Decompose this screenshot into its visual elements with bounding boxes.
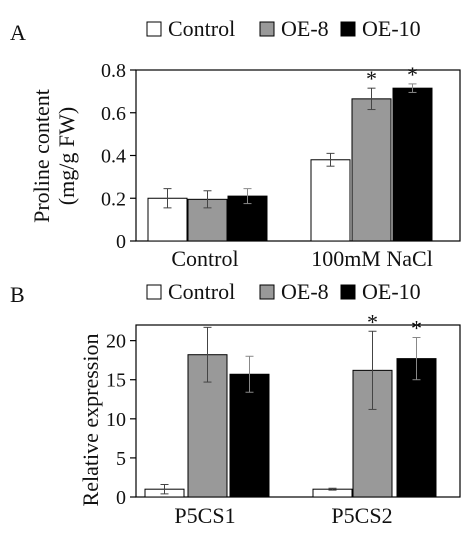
bar [310,159,351,242]
y-tick-label: 0 [116,231,126,253]
y-axis-label: Proline content(mg/g FW) [29,89,79,223]
x-category-label: P5CS1 [174,503,235,528]
x-category-label: 100mM NaCl [311,246,433,271]
panel-label: A [10,20,26,45]
plot-frame [135,324,461,498]
y-axis-label: Relative expression [78,334,103,507]
legend-swatch [259,21,275,37]
x-category-label: P5CS2 [331,503,392,528]
y-tick-label: 0.2 [101,188,126,210]
legend-label: OE-10 [362,16,421,41]
legend-label: OE-8 [281,16,329,41]
bar [351,98,392,242]
y-tick-label: 20 [106,331,126,353]
bar [392,87,433,242]
x-category-label: Control [171,246,238,271]
panel-label: B [10,282,25,307]
y-tick-label: 5 [116,448,126,470]
significance-star: * [366,66,377,91]
panel-A: A Control OE-8 OE-10 0 0.2 0.4 0.6 0.8 Proline co… [10,16,461,271]
significance-star: * [367,309,378,334]
legend-label: Control [168,279,235,304]
legend-swatch [146,284,162,300]
significance-star: * [407,62,418,87]
legend-label: OE-8 [281,279,329,304]
legend-swatch [340,21,356,37]
bar [396,358,437,498]
y-tick-label: 10 [106,409,126,431]
bar [229,373,270,498]
y-tick-label: 0.6 [101,103,126,125]
significance-star: * [411,316,422,341]
y-tick-label: 0.4 [101,146,126,168]
y-axis-label-line: Relative expression [78,334,103,507]
y-tick-label: 0.8 [101,60,126,82]
legend-swatch [340,284,356,300]
legend-swatch [146,21,162,37]
y-axis-label-line: Proline content [29,89,54,223]
legend-swatch [259,284,275,300]
legend-label: Control [168,16,235,41]
y-axis-label-line: (mg/g FW) [54,107,79,205]
y-tick-label: 0 [116,487,126,509]
legend-label: OE-10 [362,279,421,304]
y-tick-label: 15 [106,370,126,392]
